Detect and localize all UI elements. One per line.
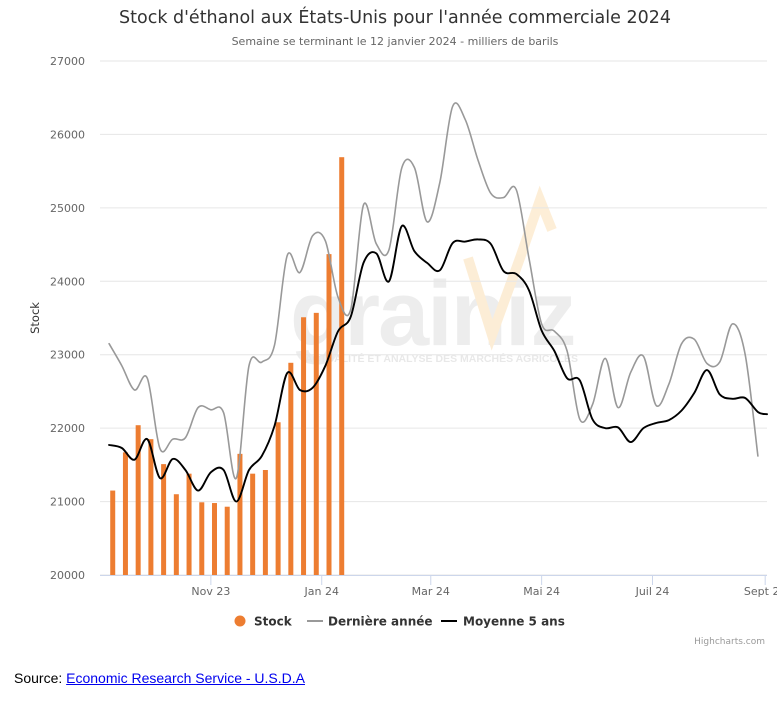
ethanol-stock-chart: grain iz ACTUALITÉ ET ANALYSE DES MARCHÉ… [28, 6, 777, 647]
y-tick-label: 24000 [50, 275, 85, 288]
legend-item-moyenne-5-ans[interactable]: Moyenne 5 ans [441, 615, 565, 629]
y-tick-label: 22000 [50, 422, 85, 435]
y-tick-label: 23000 [50, 349, 85, 362]
stock-bar[interactable] [224, 506, 230, 575]
legend-label-derniere-annee: Dernière année [328, 615, 433, 629]
moyenne-5-ans-line[interactable] [108, 224, 768, 503]
stock-bar[interactable] [250, 473, 256, 575]
x-tick-label: Sept 24 [744, 585, 777, 598]
y-tick-label: 27000 [50, 55, 85, 68]
source-link[interactable]: Economic Research Service - U.S.D.A [66, 670, 305, 686]
x-tick-label: Jan 24 [304, 585, 339, 598]
y-tick-label: 26000 [50, 128, 85, 141]
stock-bar[interactable] [122, 452, 128, 575]
y-tick-label: 21000 [50, 496, 85, 509]
chart-subtitle: Semaine se terminant le 12 janvier 2024 … [232, 35, 559, 48]
source-line: Source: Economic Research Service - U.S.… [14, 670, 305, 686]
source-prefix: Source: [14, 670, 67, 686]
x-tick-label: Mai 24 [523, 585, 560, 598]
stock-bar[interactable] [262, 469, 268, 575]
y-tick-label: 20000 [50, 569, 85, 582]
y-axis-title: Stock [28, 302, 42, 334]
stock-bar[interactable] [275, 422, 281, 575]
stock-bar[interactable] [237, 453, 243, 575]
y-tick-label: 25000 [50, 202, 85, 215]
stock-bar[interactable] [186, 473, 192, 575]
stock-bar[interactable] [326, 254, 332, 576]
svg-text:grain: grain [290, 263, 505, 365]
stock-bar[interactable] [288, 362, 294, 575]
stock-bar[interactable] [148, 439, 154, 575]
stock-bar[interactable] [173, 494, 179, 575]
stock-bar[interactable] [339, 157, 345, 576]
svg-text:ACTUALITÉ ET ANALYSE DES MARCH: ACTUALITÉ ET ANALYSE DES MARCHÉS AGRICOL… [305, 352, 578, 365]
legend-item-stock[interactable]: Stock [234, 615, 293, 629]
derniere-annee-line[interactable] [108, 102, 759, 480]
gridlines [100, 60, 767, 576]
stock-bar[interactable] [161, 464, 167, 575]
stock-bars [110, 157, 345, 576]
legend-marker-stock [234, 615, 246, 627]
stock-bar[interactable] [135, 425, 141, 575]
x-tick-label: Juil 24 [635, 585, 670, 598]
series-lines [108, 102, 768, 503]
stock-bar[interactable] [211, 503, 217, 575]
highcharts-credits[interactable]: Highcharts.com [694, 637, 765, 647]
chart-title: Stock d'éthanol aux États-Unis pour l'an… [119, 6, 671, 28]
stock-bar[interactable] [301, 317, 307, 575]
legend-label-moyenne-5-ans: Moyenne 5 ans [463, 615, 565, 629]
stock-bar[interactable] [199, 502, 205, 575]
svg-text:iz: iz [505, 263, 577, 365]
x-axis: Nov 23 Jan 24 Mar 24 Mai 24 Juil 24 Sept 24 [100, 575, 777, 598]
legend-item-derniere-annee[interactable]: Dernière année [307, 615, 433, 629]
x-tick-label: Nov 23 [191, 585, 230, 598]
y-axis: 20000 21000 22000 23000 24000 25000 26000 27000 [50, 55, 85, 582]
legend: Stock Dernière année Moyenne 5 ans [234, 615, 565, 629]
grainwiz-watermark-logo: grain iz ACTUALITÉ ET ANALYSE DES MARCHÉ… [290, 185, 578, 365]
x-tick-label: Mar 24 [412, 585, 450, 598]
stock-bar[interactable] [313, 312, 319, 575]
legend-label-stock: Stock [254, 615, 293, 629]
chart-container: grain iz ACTUALITÉ ET ANALYSE DES MARCHÉ… [28, 6, 777, 647]
stock-bar[interactable] [110, 490, 116, 575]
